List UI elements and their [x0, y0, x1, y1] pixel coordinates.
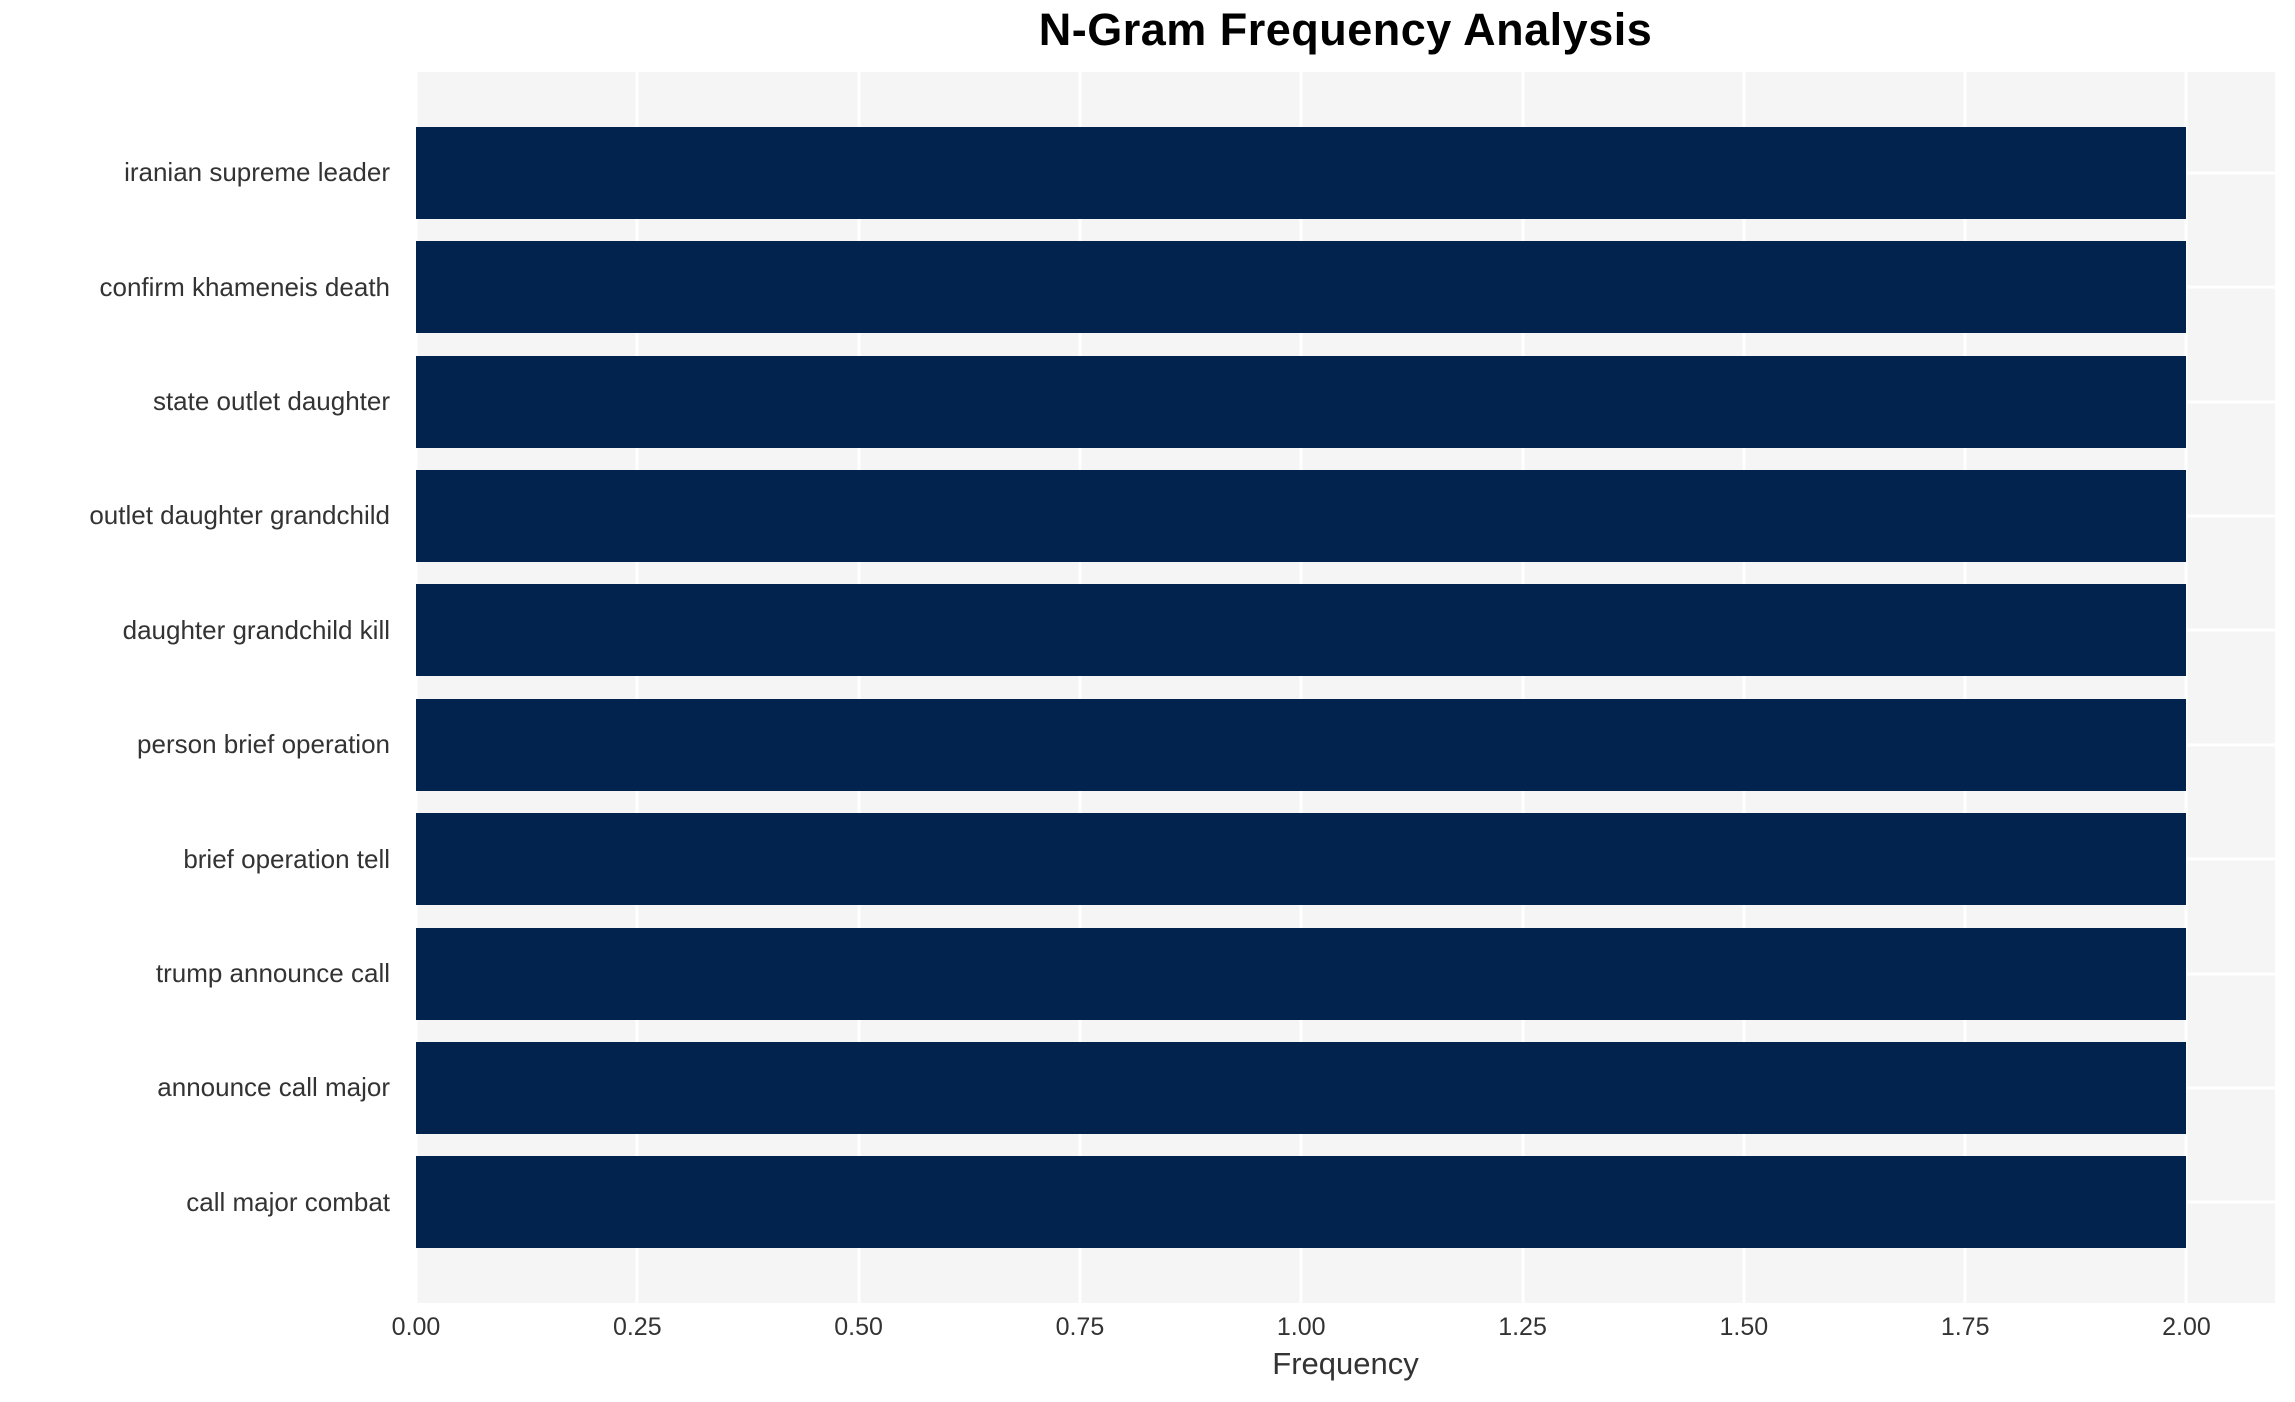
bar-band	[416, 688, 2275, 802]
x-gridline	[2184, 72, 2188, 1303]
y-axis-label: person brief operation	[137, 729, 390, 760]
x-gridline	[1521, 72, 1525, 1303]
bar-band	[416, 573, 2275, 687]
x-tick-label: 2.00	[2162, 1313, 2211, 1341]
x-axis-title: Frequency	[1272, 1346, 1419, 1381]
y-axis-label: confirm khameneis death	[99, 271, 390, 302]
bar-band	[416, 116, 2275, 230]
y-axis-label: announce call major	[157, 1072, 390, 1103]
bar-band	[416, 459, 2275, 573]
x-gridline	[635, 72, 639, 1303]
bar	[416, 241, 2187, 334]
x-tick-label: 1.25	[1498, 1313, 1547, 1341]
bar	[416, 584, 2187, 677]
bar-band	[416, 916, 2275, 1030]
x-gridline	[1299, 72, 1303, 1303]
x-gridline	[1078, 72, 1082, 1303]
x-gridline	[857, 72, 861, 1303]
y-axis-label: iranian supreme leader	[124, 157, 390, 188]
y-axis-label: brief operation tell	[183, 843, 390, 874]
y-axis-label: call major combat	[186, 1186, 390, 1217]
x-tick-label: 0.25	[612, 1313, 662, 1341]
x-tick-label: 1.50	[1719, 1313, 1769, 1341]
y-axis-label: state outlet daughter	[152, 386, 390, 417]
x-tick-label: 0.50	[834, 1313, 883, 1341]
bar	[416, 469, 2187, 562]
bar-band	[416, 1031, 2275, 1145]
bars-layer	[416, 116, 2275, 1260]
bar-band	[416, 1145, 2275, 1259]
bar	[416, 698, 2187, 791]
plot-area	[414, 72, 2275, 1303]
bar	[416, 1041, 2187, 1134]
bar-band	[416, 344, 2275, 458]
bar-band	[416, 802, 2275, 916]
x-gridline	[1742, 72, 1746, 1303]
x-tick-label: 1.75	[1940, 1313, 1990, 1341]
bar	[416, 1156, 2187, 1249]
bar-band	[416, 230, 2275, 344]
bar	[416, 126, 2187, 219]
x-tick-label: 0.00	[391, 1313, 441, 1341]
y-axis-labels: iranian supreme leader confirm khameneis …	[0, 116, 402, 1260]
x-axis-ticks: 0.00 0.25 0.50 0.75 1.00 1.25 1.50 1.75 2.00	[392, 1303, 2275, 1345]
x-gridline	[1963, 72, 1967, 1303]
y-axis-label: outlet daughter grandchild	[89, 500, 390, 531]
bar	[416, 355, 2187, 448]
x-tick-label: 1.00	[1276, 1313, 1326, 1341]
chart-title: N-Gram Frequency Analysis	[1038, 4, 1653, 55]
x-gridline	[414, 72, 418, 1303]
y-axis-label: daughter grandchild kill	[122, 614, 390, 645]
x-tick-label: 0.75	[1055, 1313, 1105, 1341]
bar	[416, 927, 2187, 1020]
bar	[416, 813, 2187, 906]
y-axis-label: trump announce call	[155, 958, 390, 989]
